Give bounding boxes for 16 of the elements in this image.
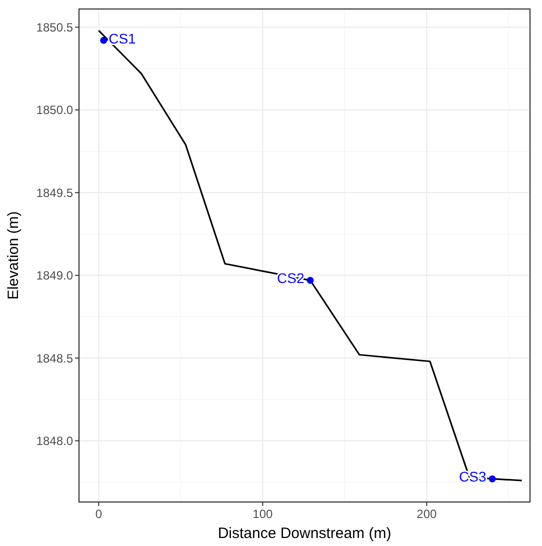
point <box>488 475 496 482</box>
line-series <box>98 30 523 482</box>
x-tick-label: 200 <box>416 507 438 521</box>
y-tick-label: 1849.5 <box>36 186 74 200</box>
y-tick-label: 1850.5 <box>36 20 74 34</box>
y-tick-label: 1848.0 <box>36 434 74 448</box>
y-tick-label: 1850.0 <box>36 103 74 118</box>
x-tick-label: 100 <box>252 507 274 521</box>
y-axis-title: Elevation (m) <box>5 211 22 300</box>
y-tick-label: 1848.5 <box>36 351 74 366</box>
y-tick-label: 1849.0 <box>36 268 74 283</box>
point <box>306 276 314 284</box>
point <box>100 36 108 44</box>
x-axis-title: Distance Downstream (m) <box>218 525 392 542</box>
annotation: CS1 <box>108 30 136 46</box>
x-tick-label: 0 <box>95 507 102 521</box>
